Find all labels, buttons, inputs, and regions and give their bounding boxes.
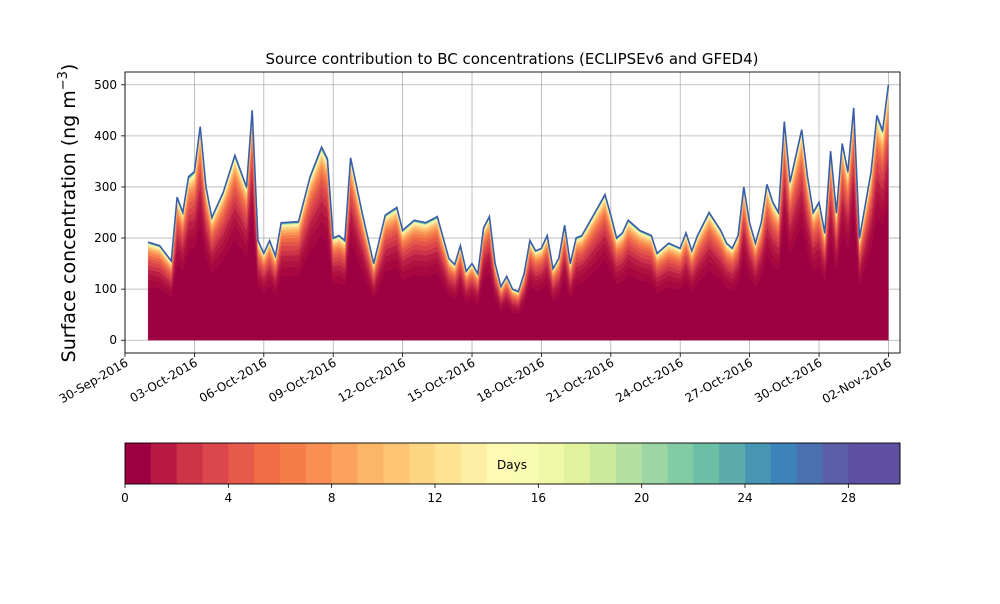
colorbar-swatch (202, 443, 229, 484)
colorbar-swatch (228, 443, 255, 484)
colorbar-tick-label: 4 (225, 491, 233, 505)
colorbar-swatch (150, 443, 178, 484)
y-tick-label: 0 (109, 333, 117, 347)
colorbar-swatch (641, 443, 668, 484)
colorbar-tick-label: 12 (427, 491, 442, 505)
colorbar-tick-label: 24 (737, 491, 752, 505)
colorbar-swatch (409, 443, 436, 484)
colorbar-swatch (331, 443, 358, 484)
colorbar-swatch (125, 443, 152, 484)
colorbar-swatch (176, 443, 203, 484)
x-tick-label: 27-Oct-2016 (683, 355, 755, 405)
x-tick-label: 15-Oct-2016 (405, 355, 477, 405)
y-tick-label: 400 (94, 129, 117, 143)
colorbar-tick-label: 8 (328, 491, 336, 505)
total-outline (147, 84, 890, 293)
y-tick-label: 300 (94, 180, 117, 194)
y-tick-label: 100 (94, 282, 117, 296)
y-axis-label-superscript: −3 (56, 71, 71, 90)
x-tick-label: 02-Nov-2016 (820, 355, 894, 406)
x-tick-label: 09-Oct-2016 (266, 355, 338, 405)
colorbar-swatch (848, 443, 875, 484)
colorbar-tick-label: 28 (841, 491, 856, 505)
colorbar-swatch (305, 443, 333, 484)
colorbar-swatch (383, 443, 410, 484)
y-axis-label-text: Surface concentration (ng m (58, 90, 80, 362)
colorbar-swatch (719, 443, 746, 484)
colorbar-swatch (357, 443, 384, 484)
colorbar-swatch (538, 443, 565, 484)
x-tick-label: 21-Oct-2016 (544, 355, 616, 405)
colorbar-label: Days (497, 458, 527, 472)
colorbar-swatch (770, 443, 798, 484)
colorbar-swatch (435, 443, 462, 484)
x-tick-label: 24-Oct-2016 (613, 355, 685, 405)
y-axis-label-close: ) (58, 64, 80, 71)
x-tick-label: 12-Oct-2016 (336, 355, 408, 405)
colorbar-swatch (874, 443, 901, 484)
colorbar-swatch (564, 443, 591, 484)
colorbar-swatch (615, 443, 643, 484)
colorbar-swatch (254, 443, 281, 484)
colorbar-swatch (667, 443, 694, 484)
colorbar-swatch (486, 443, 513, 484)
colorbar-swatch (280, 443, 307, 484)
colorbar-swatch (460, 443, 488, 484)
x-tick-label: 18-Oct-2016 (474, 355, 546, 405)
plot-frame (124, 71, 901, 354)
x-tick-label: 30-Oct-2016 (752, 355, 824, 405)
colorbar-swatch (796, 443, 823, 484)
y-tick-label: 200 (94, 231, 117, 245)
colorbar-swatch (822, 443, 849, 484)
colorbar-swatch (590, 443, 617, 484)
colorbar-swatch (512, 443, 539, 484)
colorbar-tick-label: 16 (531, 491, 546, 505)
colorbar-swatch (745, 443, 772, 484)
colorbar: 0 4 8 12 16 20 24 28 (121, 442, 901, 505)
colorbar-frame (124, 442, 901, 485)
colorbar-tick-label: 20 (634, 491, 649, 505)
y-axis-label: Surface concentration (ng m−3) (56, 64, 80, 363)
x-tick-label: 03-Oct-2016 (127, 355, 199, 405)
colorbar-tick-label: 0 (121, 491, 129, 505)
colorbar-swatch (693, 443, 720, 484)
chart-title: Source contribution to BC concentrations… (265, 50, 758, 68)
stacked-area-bands (147, 84, 890, 341)
axes (121, 71, 901, 357)
y-tick-label: 500 (94, 78, 117, 92)
x-tick-label: 06-Oct-2016 (197, 355, 269, 405)
